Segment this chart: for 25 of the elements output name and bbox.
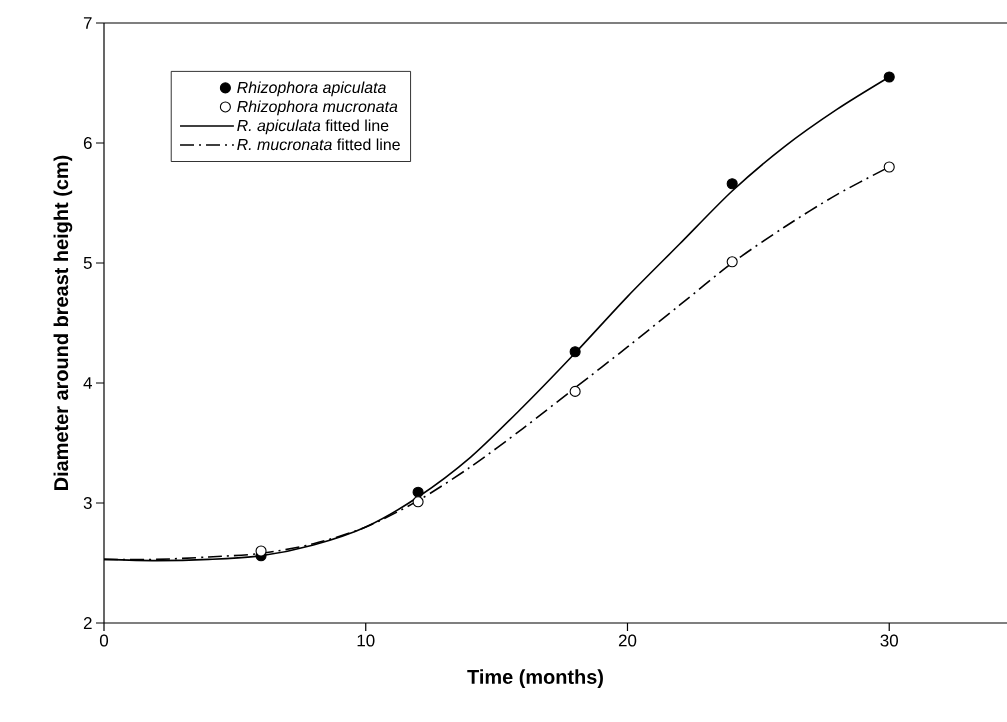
point <box>726 256 738 268</box>
point <box>726 178 738 190</box>
point <box>883 71 895 83</box>
legend-label: R. apiculata fitted line <box>237 119 389 135</box>
y-tick-label: 5 <box>83 257 92 269</box>
legend-label: Rhizophora apiculata <box>237 81 386 97</box>
x-tick-label: 30 <box>880 634 898 647</box>
legend-label: Rhizophora mucronata <box>237 100 398 116</box>
y-axis-title: Diameter around breast height (cm) <box>53 155 73 490</box>
point <box>569 346 581 358</box>
x-tick-label: 10 <box>357 634 375 647</box>
legend-label: R. mucronata fitted line <box>237 138 400 151</box>
point <box>569 385 581 397</box>
y-tick-label: 7 <box>83 17 92 29</box>
point <box>412 496 424 508</box>
x-tick-label: 0 <box>99 634 109 647</box>
y-tick-label: 3 <box>83 497 92 509</box>
point <box>255 545 267 557</box>
y-tick-label: 4 <box>83 377 92 389</box>
point <box>883 161 895 173</box>
y-tick-label: 6 <box>83 137 92 149</box>
x-tick-label: 20 <box>618 634 637 647</box>
y-tick-label: 2 <box>83 617 92 629</box>
x-axis-title: Time (months) <box>467 669 603 688</box>
point <box>412 486 424 498</box>
